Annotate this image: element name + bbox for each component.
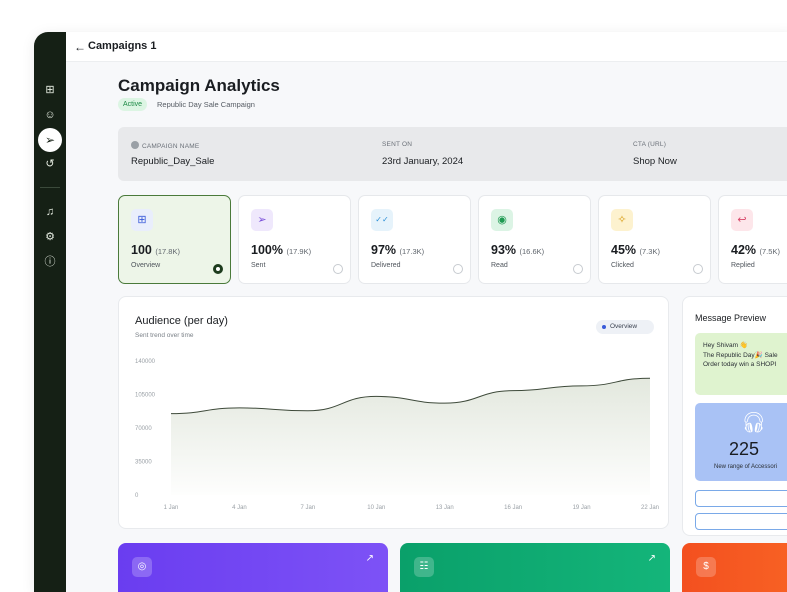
reply-icon: ↩ — [731, 209, 753, 231]
bottom-card-reach[interactable]: ◎ ↗ — [118, 543, 388, 592]
grid-icon: ⊞ — [131, 209, 153, 231]
target-icon: ◎ — [132, 557, 152, 577]
stat-value: 93% (16.6K) — [491, 243, 544, 257]
sidebar: ⊞ ☺ ➢ ↺ ♫ ⚙ ⓘ — [34, 32, 66, 592]
preview-title: Message Preview — [695, 313, 766, 323]
stat-card-sent[interactable]: ➢ 100% (17.9K) Sent — [238, 195, 351, 284]
x-tick-label: 10 Jan — [367, 505, 385, 511]
stat-radio[interactable] — [213, 264, 223, 274]
stat-value: 100 (17.8K) — [131, 243, 180, 257]
stat-count: (17.9K) — [286, 247, 311, 256]
stat-label: Overview — [131, 262, 160, 269]
campaign-name-value: Republic_Day_Sale — [131, 156, 214, 167]
app-window: ⊞ ☺ ➢ ↺ ♫ ⚙ ⓘ ← Campaigns 1 Campaign Ana… — [34, 32, 787, 592]
bell-icon[interactable]: ♫ — [42, 204, 58, 220]
y-tick-label: 35000 — [135, 460, 152, 466]
stat-card-clicked[interactable]: ✧ 45% (7.3K) Clicked — [598, 195, 711, 284]
x-tick-label: 16 Jan — [504, 505, 522, 511]
y-tick-label: 70000 — [135, 426, 152, 432]
stat-card-replied[interactable]: ↩ 42% (7.5K) Replied — [718, 195, 787, 284]
eye-icon: ◉ — [491, 209, 513, 231]
campaign-icon — [131, 141, 139, 149]
stat-card-overview[interactable]: ⊞ 100 (17.8K) Overview — [118, 195, 231, 284]
arrow-left-icon[interactable]: ← — [74, 40, 86, 54]
preview-button[interactable] — [695, 513, 787, 530]
y-tick-label: 0 — [135, 493, 139, 499]
contacts-icon[interactable]: ☺ — [42, 107, 58, 123]
users-icon: ☷ — [414, 557, 434, 577]
history-icon[interactable]: ↺ — [42, 156, 58, 172]
stat-card-read[interactable]: ◉ 93% (16.6K) Read — [478, 195, 591, 284]
message-line: The Republic Day🎉 Sale — [703, 351, 787, 361]
stat-count: (7.5K) — [760, 247, 780, 256]
stat-value: 42% (7.5K) — [731, 243, 780, 257]
stat-radio[interactable] — [693, 264, 703, 274]
x-tick-label: 19 Jan — [573, 505, 591, 511]
info-icon[interactable]: ⓘ — [42, 254, 58, 270]
top-bar: ← Campaigns 1 — [66, 32, 787, 62]
promo-card: 🎧︎ 225 New range of Accessori — [695, 403, 787, 481]
message-preview-card: Message Preview Hey Shivam 👋 The Republi… — [682, 296, 787, 536]
preview-button[interactable] — [695, 490, 787, 507]
campaign-info-bar: CAMPAIGN NAME Republic_Day_Sale SENT ON … — [118, 127, 787, 181]
breadcrumb[interactable]: Campaigns 1 — [88, 40, 156, 52]
x-tick-label: 4 Jan — [232, 505, 247, 511]
stat-label: Replied — [731, 262, 755, 269]
send-icon[interactable]: ➢ — [38, 128, 62, 152]
stat-value: 45% (7.3K) — [611, 243, 660, 257]
stat-radio[interactable] — [573, 264, 583, 274]
arrow-up-right-icon[interactable]: ↗ — [648, 553, 656, 564]
send-icon: ➢ — [251, 209, 273, 231]
bottom-card-users[interactable]: ☷ ↗ — [400, 543, 670, 592]
bottom-card-revenue[interactable]: $ — [682, 543, 787, 592]
stat-radio[interactable] — [453, 264, 463, 274]
audience-chart-card: Audience (per day) Sent trend over time … — [118, 296, 669, 529]
stat-count: (17.8K) — [155, 247, 180, 256]
stat-label: Read — [491, 262, 508, 269]
stat-count: (17.3K) — [400, 247, 425, 256]
dollar-icon: $ — [696, 557, 716, 577]
sent-on-value: 23rd January, 2024 — [382, 156, 463, 167]
stat-label: Sent — [251, 262, 265, 269]
cta-value: Shop Now — [633, 156, 677, 167]
status-badge: Active — [118, 98, 147, 111]
message-bubble: Hey Shivam 👋 The Republic Day🎉 Sale Orde… — [695, 333, 787, 395]
arrow-up-right-icon[interactable]: ↗ — [366, 553, 374, 564]
message-line: Order today win a SHOPI — [703, 360, 787, 370]
message-line: Hey Shivam 👋 — [703, 341, 787, 351]
stat-radio[interactable] — [333, 264, 343, 274]
x-tick-label: 7 Jan — [301, 505, 316, 511]
sent-on-label: SENT ON — [382, 141, 412, 148]
promo-caption: New range of Accessori — [714, 464, 777, 470]
x-tick-label: 1 Jan — [164, 505, 179, 511]
gear-icon[interactable]: ⚙ — [42, 229, 58, 245]
headphones-icon: 🎧︎ — [741, 411, 765, 435]
click-icon: ✧ — [611, 209, 633, 231]
double-check-icon: ✓✓ — [371, 209, 393, 231]
stat-label: Clicked — [611, 262, 634, 269]
series-area — [171, 378, 650, 495]
stat-value: 100% (17.9K) — [251, 243, 311, 257]
cta-label: CTA (URL) — [633, 141, 666, 148]
campaign-name-label: CAMPAIGN NAME — [131, 141, 199, 150]
x-tick-label: 22 Jan — [641, 505, 659, 511]
campaign-subtitle: Republic Day Sale Campaign — [157, 100, 255, 109]
y-tick-label: 105000 — [135, 393, 156, 399]
audience-chart: 0 35000 70000 105000 140000 1 Jan 4 Jan 7 Jan 10… — [119, 297, 670, 530]
sidebar-divider — [40, 187, 60, 188]
x-tick-label: 13 Jan — [436, 505, 454, 511]
grid-icon[interactable]: ⊞ — [42, 82, 58, 98]
stat-label: Delivered — [371, 262, 401, 269]
promo-number: 225 — [729, 439, 759, 460]
page-title: Campaign Analytics — [118, 76, 280, 96]
y-tick-label: 140000 — [135, 359, 156, 365]
stat-count: (16.6K) — [520, 247, 545, 256]
stat-value: 97% (17.3K) — [371, 243, 424, 257]
stat-card-delivered[interactable]: ✓✓ 97% (17.3K) Delivered — [358, 195, 471, 284]
stat-count: (7.3K) — [640, 247, 660, 256]
